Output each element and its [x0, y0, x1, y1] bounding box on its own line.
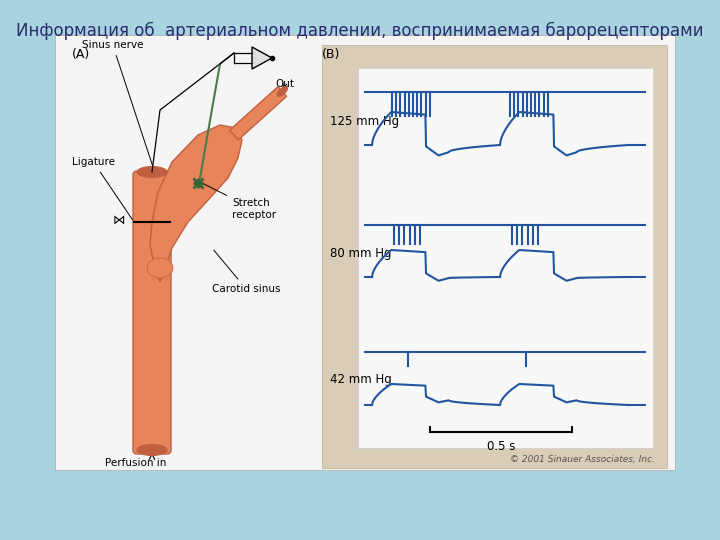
Text: Stretch
receptor: Stretch receptor	[202, 183, 276, 220]
Ellipse shape	[137, 166, 167, 178]
Text: 80 mm Hg: 80 mm Hg	[330, 246, 392, 260]
Text: (B): (B)	[322, 48, 341, 61]
Ellipse shape	[137, 444, 167, 456]
Text: Perfusion in: Perfusion in	[105, 458, 166, 468]
Polygon shape	[252, 47, 272, 69]
Ellipse shape	[147, 258, 173, 278]
Text: 125 mm Hg: 125 mm Hg	[330, 116, 399, 129]
Text: 42 mm Hg: 42 mm Hg	[330, 374, 392, 387]
Ellipse shape	[277, 86, 287, 97]
Text: Carotid sinus: Carotid sinus	[212, 250, 281, 294]
Polygon shape	[230, 87, 287, 140]
Text: © 2001 Sinauer Associates, Inc.: © 2001 Sinauer Associates, Inc.	[510, 455, 655, 464]
Text: Ligature: Ligature	[72, 157, 132, 220]
Polygon shape	[150, 125, 242, 282]
Text: (A): (A)	[72, 48, 90, 61]
Text: Out: Out	[275, 79, 294, 89]
Text: 0.5 s: 0.5 s	[487, 440, 516, 453]
Text: Информация об  артериальном давлении, воспринимаемая барорецепторами: Информация об артериальном давлении, вос…	[17, 22, 703, 40]
Text: $\bowtie$: $\bowtie$	[110, 213, 126, 226]
FancyBboxPatch shape	[133, 171, 171, 454]
FancyBboxPatch shape	[55, 35, 675, 470]
FancyBboxPatch shape	[358, 68, 653, 448]
Text: Sinus nerve: Sinus nerve	[82, 40, 153, 167]
FancyBboxPatch shape	[322, 45, 667, 468]
